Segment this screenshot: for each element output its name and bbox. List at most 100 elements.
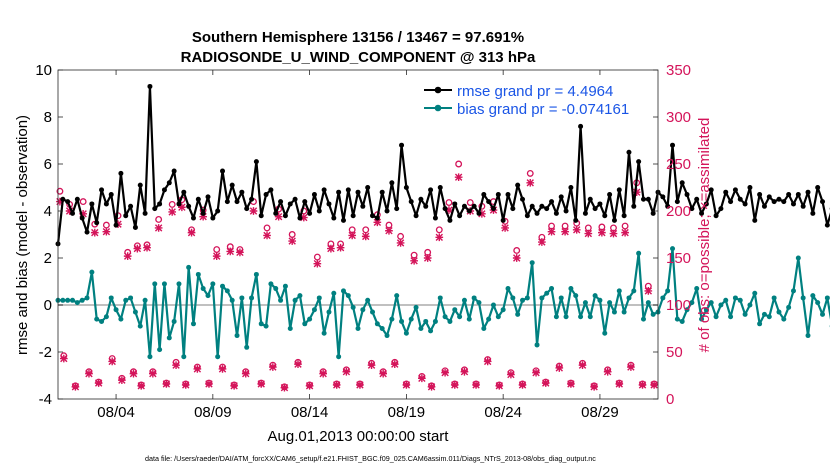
- bias-point: [466, 316, 472, 322]
- rmse-point: [723, 189, 729, 195]
- bias-point: [229, 297, 235, 303]
- bias-point: [781, 316, 787, 322]
- bias-point: [108, 295, 114, 301]
- bias-point: [65, 297, 71, 303]
- obs-assimilated-point: [541, 379, 550, 387]
- obs-assimilated-point: [118, 376, 126, 385]
- rmse-point: [752, 217, 758, 223]
- bias-point: [505, 286, 511, 292]
- rmse-point: [805, 189, 811, 195]
- rmse-point: [699, 210, 705, 216]
- bias-point: [515, 311, 521, 317]
- x-tick-label: 08/24: [484, 404, 522, 421]
- obs-assimilated-point: [263, 231, 271, 240]
- obs-assimilated-point: [299, 213, 308, 222]
- rmse-point: [471, 203, 477, 209]
- obs-assimilated-point: [172, 361, 180, 369]
- x-tick-label: 08/19: [388, 404, 426, 421]
- rmse-point: [505, 192, 511, 198]
- rmse-point: [399, 142, 405, 148]
- rmse-point: [766, 194, 772, 200]
- rmse-point: [597, 201, 603, 207]
- bias-point: [142, 297, 148, 303]
- rmse-point: [520, 196, 526, 202]
- rmse-point: [457, 213, 463, 219]
- rmse-point: [340, 217, 346, 223]
- bias-point: [176, 281, 182, 287]
- bias-point: [665, 288, 671, 294]
- bias-point: [166, 335, 172, 341]
- rmse-point: [157, 201, 163, 207]
- rmse-point: [592, 206, 598, 212]
- obs-assimilated-point: [638, 381, 647, 389]
- rmse-point: [558, 194, 564, 200]
- obs-assimilated-point: [108, 357, 117, 366]
- bias-point: [442, 314, 448, 320]
- obs-possible-point: [263, 224, 271, 232]
- x-tick-label: 08/14: [291, 404, 329, 421]
- rmse-point: [307, 210, 313, 216]
- bias-point: [645, 300, 651, 306]
- rmse-point: [200, 210, 206, 216]
- bias-point: [249, 295, 255, 301]
- left-tick-label: -2: [39, 344, 52, 361]
- rmse-point: [113, 222, 119, 228]
- rmse-point: [311, 192, 317, 198]
- bias-point: [713, 314, 719, 320]
- rmse-point: [137, 182, 143, 188]
- rmse-point: [732, 187, 738, 193]
- obs-assimilated-point: [336, 243, 345, 252]
- rmse-point: [515, 182, 521, 188]
- legend-bias-label: bias grand pr = -0.074161: [457, 101, 629, 118]
- obs-assimilated-point: [547, 227, 556, 236]
- right-y-axis-label: # of obs: o=possible; ×=assimilated: [696, 118, 713, 353]
- obs-assimilated-point: [162, 380, 171, 388]
- obs-assimilated-point: [241, 369, 250, 378]
- obs-assimilated-point: [313, 259, 322, 268]
- obs-assimilated-point: [373, 218, 382, 227]
- bias-point: [316, 295, 322, 301]
- left-tick-label: 10: [35, 62, 52, 79]
- bias-point: [544, 290, 550, 296]
- bias-point: [292, 297, 298, 303]
- bias-point: [563, 314, 569, 320]
- obs-assimilated-point: [181, 381, 190, 389]
- obs-assimilated-point: [79, 209, 88, 218]
- obs-assimilated-point: [501, 224, 509, 232]
- footnote-data-file: data file: /Users/raeder/DAI/ATM_forcXX/…: [145, 454, 596, 463]
- bias-point: [636, 250, 642, 256]
- rmse-point: [820, 199, 826, 205]
- right-tick-label: 200: [666, 203, 691, 220]
- bias-series: [55, 246, 830, 360]
- bias-point: [810, 293, 816, 299]
- obs-assimilated-point: [427, 382, 436, 391]
- bias-point: [611, 309, 617, 315]
- rmse-point: [495, 192, 501, 198]
- obs-assimilated-point: [598, 228, 606, 237]
- bias-point: [355, 326, 361, 331]
- obs-assimilated-point: [218, 365, 227, 373]
- obs-assimilated-point: [356, 381, 364, 389]
- chart-title-line2: RADIOSONDE_U_WIND_COMPONENT @ 313 hPa: [181, 49, 536, 66]
- bias-point: [128, 295, 134, 301]
- bias-point: [471, 295, 477, 301]
- bias-point: [379, 326, 385, 331]
- bias-point: [723, 297, 729, 303]
- rmse-point: [166, 180, 172, 186]
- bias-point: [99, 318, 105, 324]
- rmse-point: [781, 199, 787, 205]
- obs-assimilated-point: [305, 382, 314, 390]
- bias-point: [340, 288, 346, 294]
- obs-assimilated-point: [603, 367, 612, 376]
- left-tick-label: 6: [44, 156, 52, 173]
- bias-point: [815, 300, 821, 306]
- obs-assimilated-point: [319, 369, 328, 378]
- bias-point: [510, 295, 516, 301]
- rmse-point: [490, 206, 496, 212]
- rmse-point: [365, 185, 371, 190]
- rmse-point: [128, 203, 134, 209]
- bias-point: [370, 309, 376, 315]
- bias-point: [297, 293, 303, 299]
- bias-point: [403, 330, 409, 336]
- bias-point: [616, 288, 622, 294]
